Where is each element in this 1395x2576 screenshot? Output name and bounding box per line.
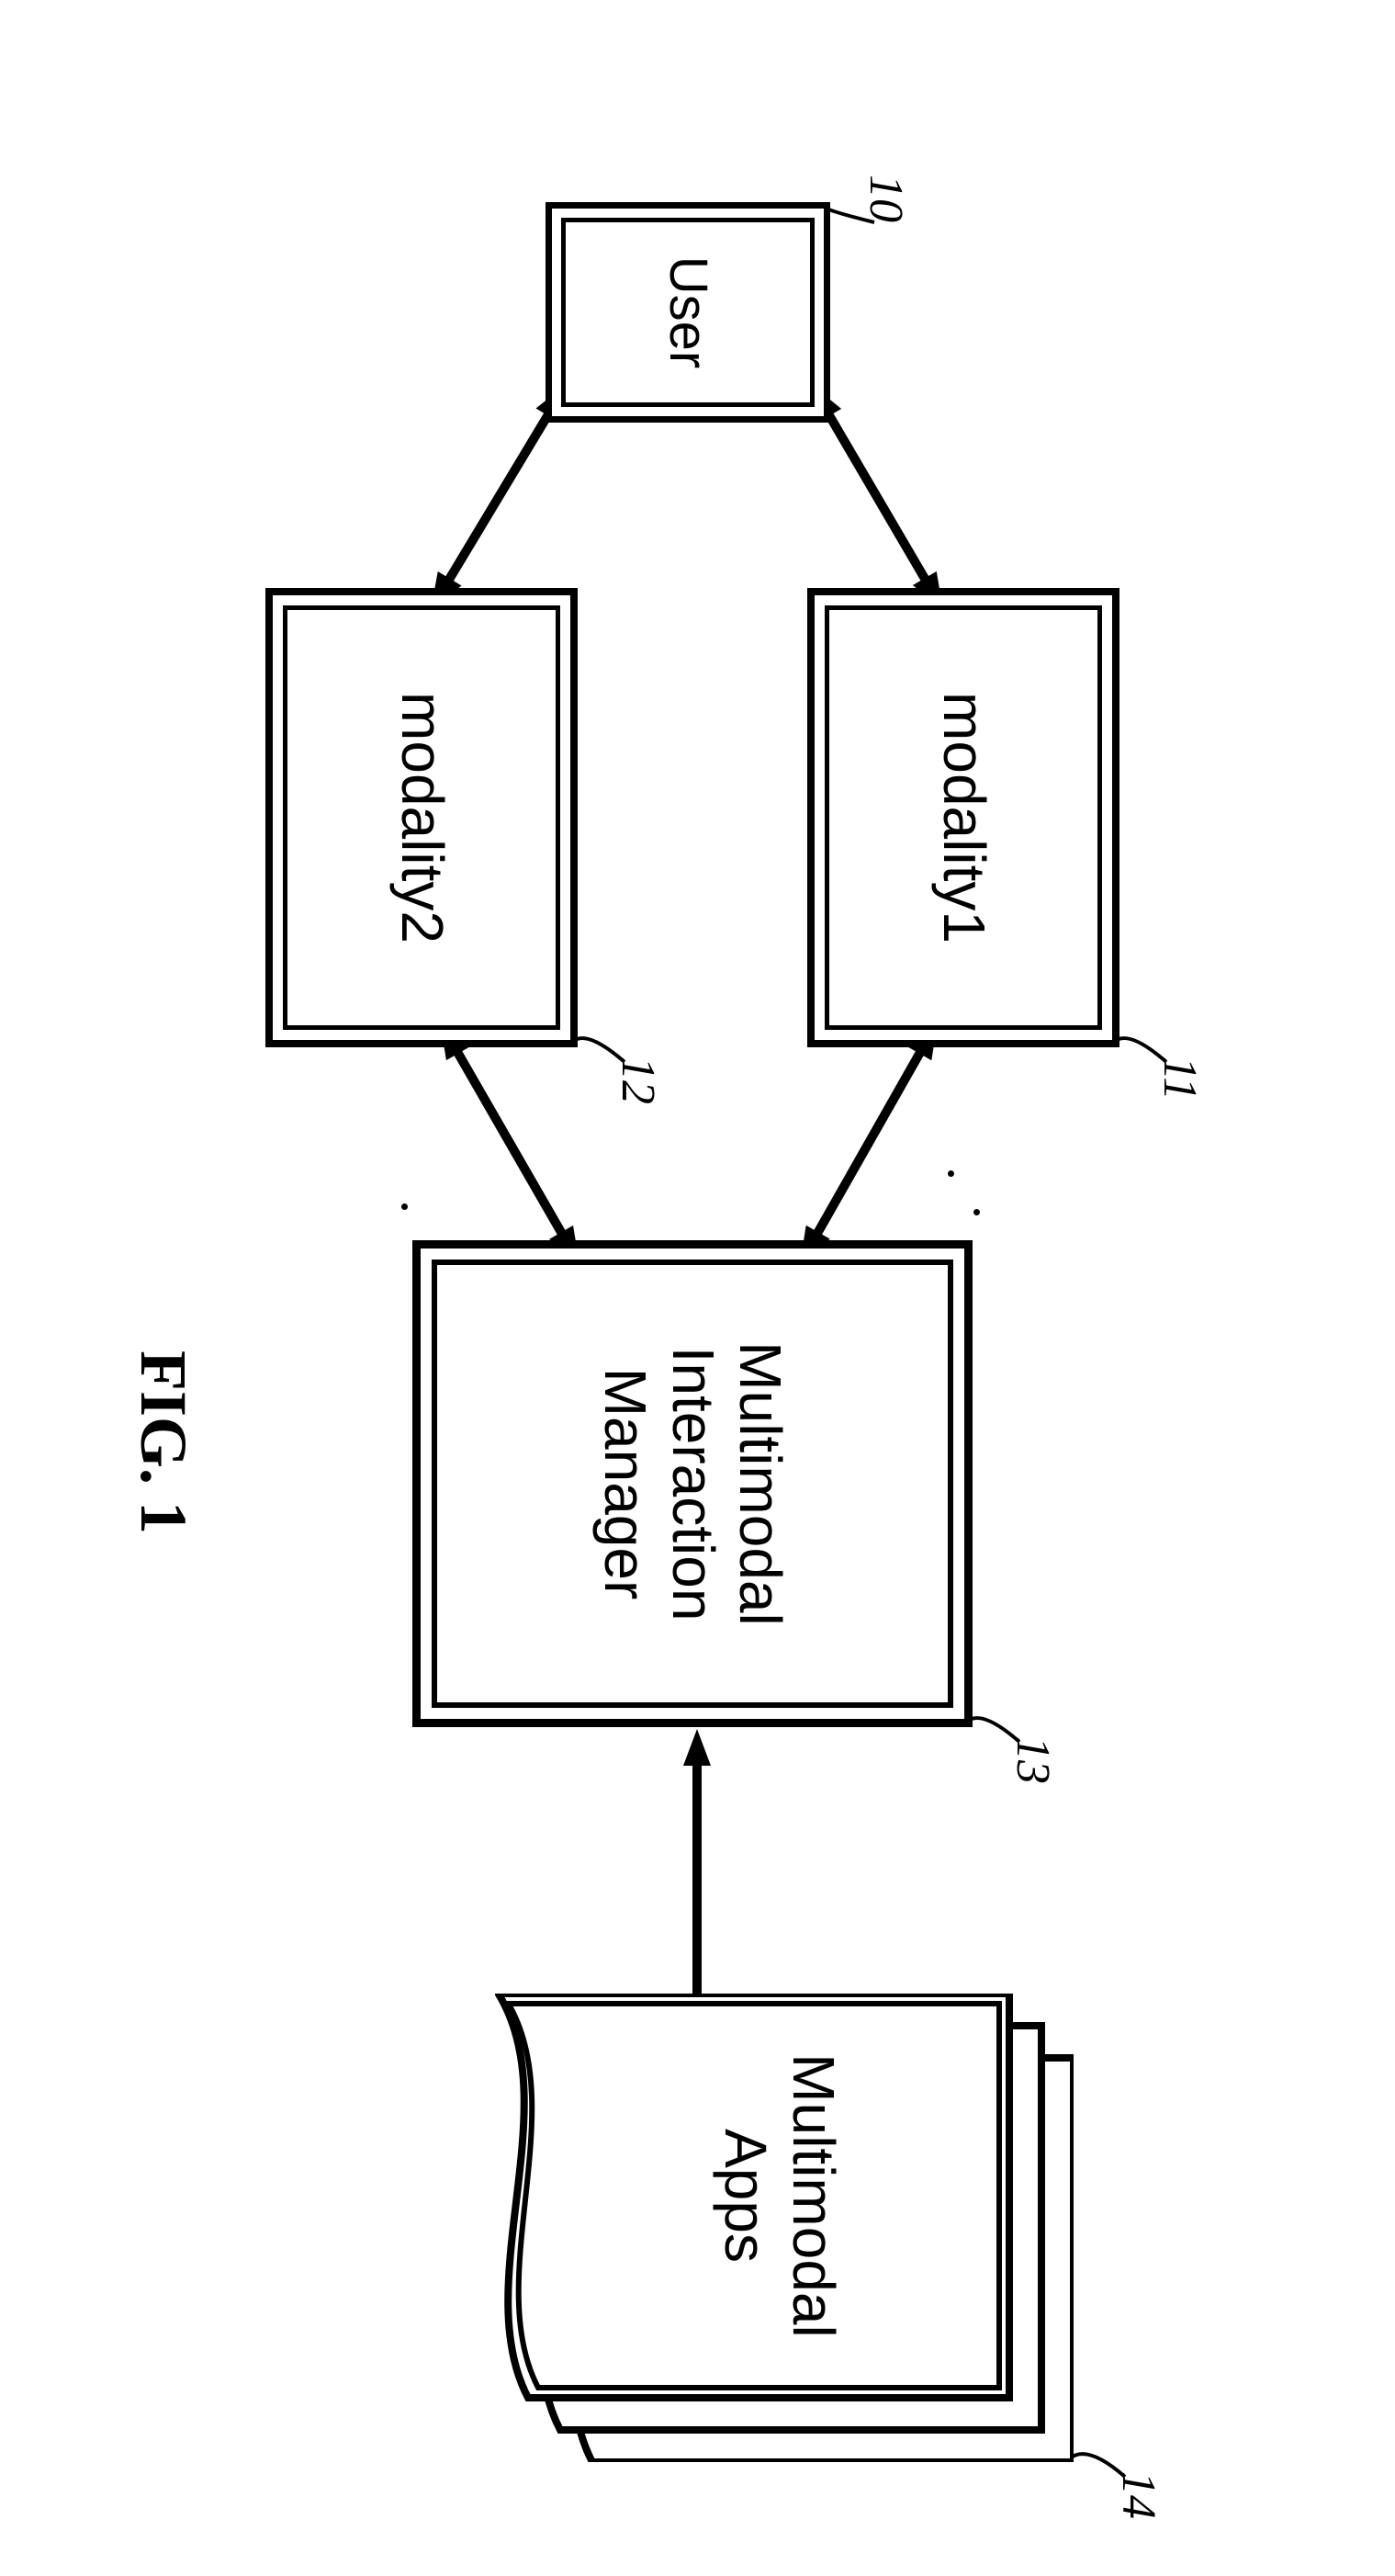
apps-label-line1: Multimodal (781, 2053, 847, 2337)
manager-label-line1: Multimodal (727, 1341, 793, 1625)
modality2-label: modality2 (388, 692, 456, 943)
scan-dot-1 (948, 1170, 954, 1177)
figure-caption: FIG. 1 (125, 1350, 201, 1534)
edge-user-mod1 (825, 408, 929, 586)
edge-user-mod2 (444, 408, 552, 587)
scan-dot-2 (401, 1203, 408, 1210)
manager-label-line2: Interaction (660, 1347, 726, 1621)
diagram-stage: User 10 modality1 11 modality2 12 (0, 0, 1395, 2576)
user-node-inner: User (561, 218, 815, 407)
callout-12: 12 (611, 1056, 665, 1104)
edge-mod2-mgr (454, 1045, 566, 1240)
page: User 10 modality1 11 modality2 12 (0, 0, 1395, 2576)
edge-mod1-mgr (814, 1045, 924, 1240)
manager-label-line3: Manager (592, 1368, 658, 1600)
modality1-node: modality1 (807, 588, 1119, 1047)
user-node: User (546, 202, 830, 423)
user-label: User (658, 256, 719, 368)
manager-node-inner: Multimodal Interaction Manager (432, 1260, 953, 1708)
callout-10: 10 (859, 175, 913, 222)
callout-13: 13 (1006, 1736, 1060, 1784)
callout-11: 11 (1153, 1056, 1207, 1101)
modality1-label: modality1 (929, 692, 997, 943)
modality2-node: modality2 (265, 588, 578, 1047)
modality2-node-inner: modality2 (283, 605, 560, 1030)
callout-14: 14 (1111, 2471, 1165, 2519)
manager-label: Multimodal Interaction Manager (591, 1341, 794, 1625)
rotated-canvas: User 10 modality1 11 modality2 12 (0, 0, 1395, 2576)
apps-label-line2: Apps (713, 2129, 779, 2263)
apps-node: MultimodalApps (495, 1994, 1074, 2462)
scan-dot-0 (973, 1209, 980, 1215)
manager-node: Multimodal Interaction Manager (412, 1240, 973, 1727)
modality1-node-inner: modality1 (825, 605, 1102, 1030)
apps-doc-front: MultimodalApps (495, 1994, 1074, 2462)
arrowhead-apps-mgr-end (683, 1729, 711, 1766)
